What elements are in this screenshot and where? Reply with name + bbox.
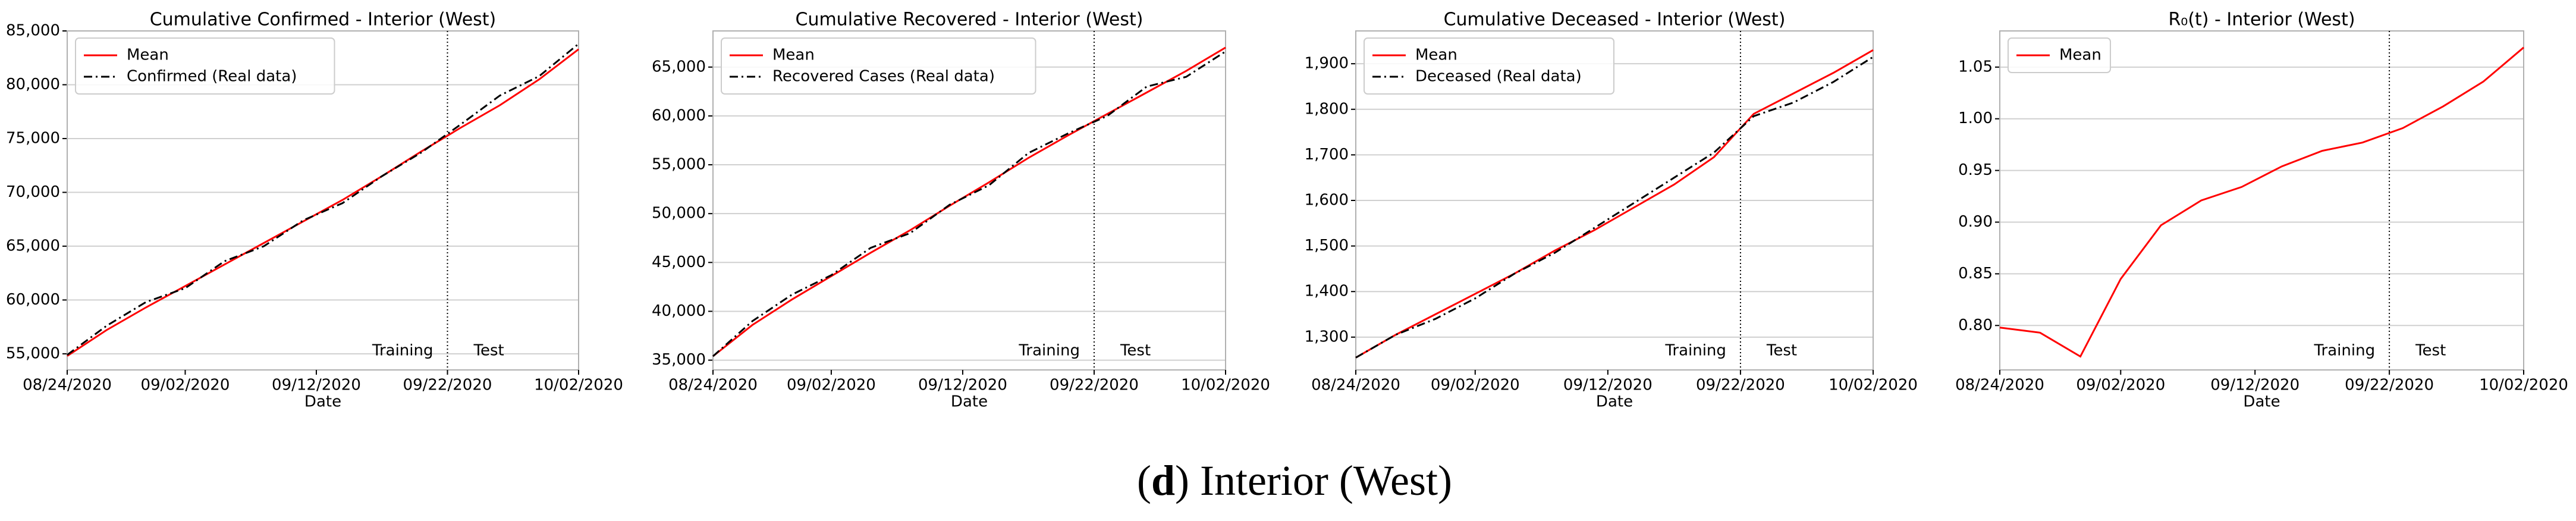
y-tick-label: 1,500 — [1305, 237, 1349, 255]
x-tick-label: 09/22/2020 — [403, 376, 492, 394]
series-line — [67, 43, 579, 356]
caption-prefix: ( — [1137, 457, 1151, 504]
annotation: Test — [1766, 342, 1797, 360]
y-tick-label: 0.85 — [1958, 265, 1993, 283]
y-tick-label: 1.00 — [1958, 109, 1993, 127]
y-tick-label: 0.90 — [1958, 213, 1993, 231]
x-tick-label: 09/22/2020 — [1696, 376, 1785, 394]
y-tick-label: 55,000 — [652, 156, 706, 174]
x-tick-label: 09/22/2020 — [2345, 376, 2434, 394]
y-tick-label: 65,000 — [6, 237, 60, 255]
chart-title: Cumulative Confirmed - Interior (West) — [150, 10, 497, 30]
x-tick-label: 10/02/2020 — [534, 376, 623, 394]
chart-title: Cumulative Deceased - Interior (West) — [1444, 10, 1786, 30]
x-axis-label: Date — [2243, 393, 2280, 411]
x-tick-label: 09/22/2020 — [1050, 376, 1139, 394]
x-axis-label: Date — [304, 393, 341, 411]
y-tick-label: 85,000 — [6, 22, 60, 40]
legend-label: Deceased (Real data) — [1415, 68, 1582, 86]
x-tick-label: 10/02/2020 — [1181, 376, 1270, 394]
x-tick-label: 08/24/2020 — [1955, 376, 2044, 394]
y-tick-label: 70,000 — [6, 183, 60, 201]
chart-title: Cumulative Recovered - Interior (West) — [796, 10, 1144, 30]
y-tick-label: 55,000 — [6, 344, 60, 362]
series-line — [1999, 46, 2524, 358]
legend-label: Recovered Cases (Real data) — [772, 68, 995, 86]
series-line — [712, 51, 1226, 357]
x-axis-label: Date — [1596, 393, 1633, 411]
series-line — [1355, 56, 1874, 359]
y-tick-label: 45,000 — [652, 253, 706, 271]
y-tick-label: 1.05 — [1958, 58, 1993, 76]
plot-frame — [712, 30, 1226, 371]
chart-title: R₀(t) - Interior (West) — [2168, 10, 2355, 30]
x-tick-label: 09/12/2020 — [1563, 376, 1653, 394]
x-tick-label: 09/02/2020 — [141, 376, 230, 394]
y-tick-label: 1,400 — [1305, 283, 1349, 300]
x-tick-label: 08/24/2020 — [668, 376, 758, 394]
annotation: Training — [1664, 342, 1726, 360]
legend-label: Confirmed (Real data) — [127, 68, 297, 86]
y-tick-label: 60,000 — [6, 291, 60, 309]
x-tick-label: 08/24/2020 — [1311, 376, 1400, 394]
y-tick-label: 1,800 — [1305, 100, 1349, 118]
y-tick-label: 1,600 — [1305, 192, 1349, 209]
y-tick-label: 0.80 — [1958, 316, 1993, 334]
plot-frame — [67, 30, 579, 371]
caption-text: ) Interior (West) — [1175, 457, 1452, 504]
legend-box — [75, 37, 335, 95]
legend-label: Mean — [2059, 46, 2101, 64]
annotation: Test — [473, 342, 504, 360]
x-tick-label: 10/02/2020 — [1829, 376, 1918, 394]
x-tick-label: 09/02/2020 — [2076, 376, 2165, 394]
plot-frame — [1999, 30, 2524, 371]
caption-label: d — [1151, 457, 1175, 504]
y-tick-label: 1,900 — [1305, 55, 1349, 73]
caption: (d) Interior (West) — [1137, 457, 1452, 504]
y-tick-label: 1,300 — [1305, 328, 1349, 346]
annotation: Training — [372, 342, 433, 360]
x-tick-label: 09/12/2020 — [272, 376, 361, 394]
series-line — [67, 48, 579, 357]
y-tick-label: 35,000 — [652, 351, 706, 369]
annotation: Training — [1018, 342, 1080, 360]
annotation: Training — [2314, 342, 2376, 360]
x-tick-label: 08/24/2020 — [23, 376, 112, 394]
y-tick-label: 0.95 — [1958, 161, 1993, 179]
y-tick-label: 65,000 — [652, 58, 706, 76]
x-tick-label: 09/12/2020 — [918, 376, 1007, 394]
x-tick-label: 09/02/2020 — [787, 376, 876, 394]
series-line — [1355, 49, 1874, 359]
x-axis-label: Date — [951, 393, 988, 411]
annotation: Test — [1120, 342, 1151, 360]
y-tick-label: 60,000 — [652, 106, 706, 124]
legend-box — [721, 37, 1036, 95]
y-tick-label: 80,000 — [6, 76, 60, 93]
y-tick-label: 40,000 — [652, 302, 706, 320]
legend-box — [2008, 37, 2111, 73]
plot-frame — [1355, 30, 1874, 371]
legend-label: Mean — [1415, 46, 1457, 64]
x-tick-label: 09/12/2020 — [2210, 376, 2299, 394]
legend-label: Mean — [772, 46, 815, 64]
y-tick-label: 1,700 — [1305, 146, 1349, 164]
y-tick-label: 50,000 — [652, 205, 706, 222]
x-tick-label: 09/02/2020 — [1431, 376, 1520, 394]
annotation: Test — [2415, 342, 2446, 360]
legend-box — [1364, 37, 1614, 95]
legend-label: Mean — [127, 46, 169, 64]
y-tick-label: 75,000 — [6, 129, 60, 147]
x-tick-label: 10/02/2020 — [2479, 376, 2568, 394]
